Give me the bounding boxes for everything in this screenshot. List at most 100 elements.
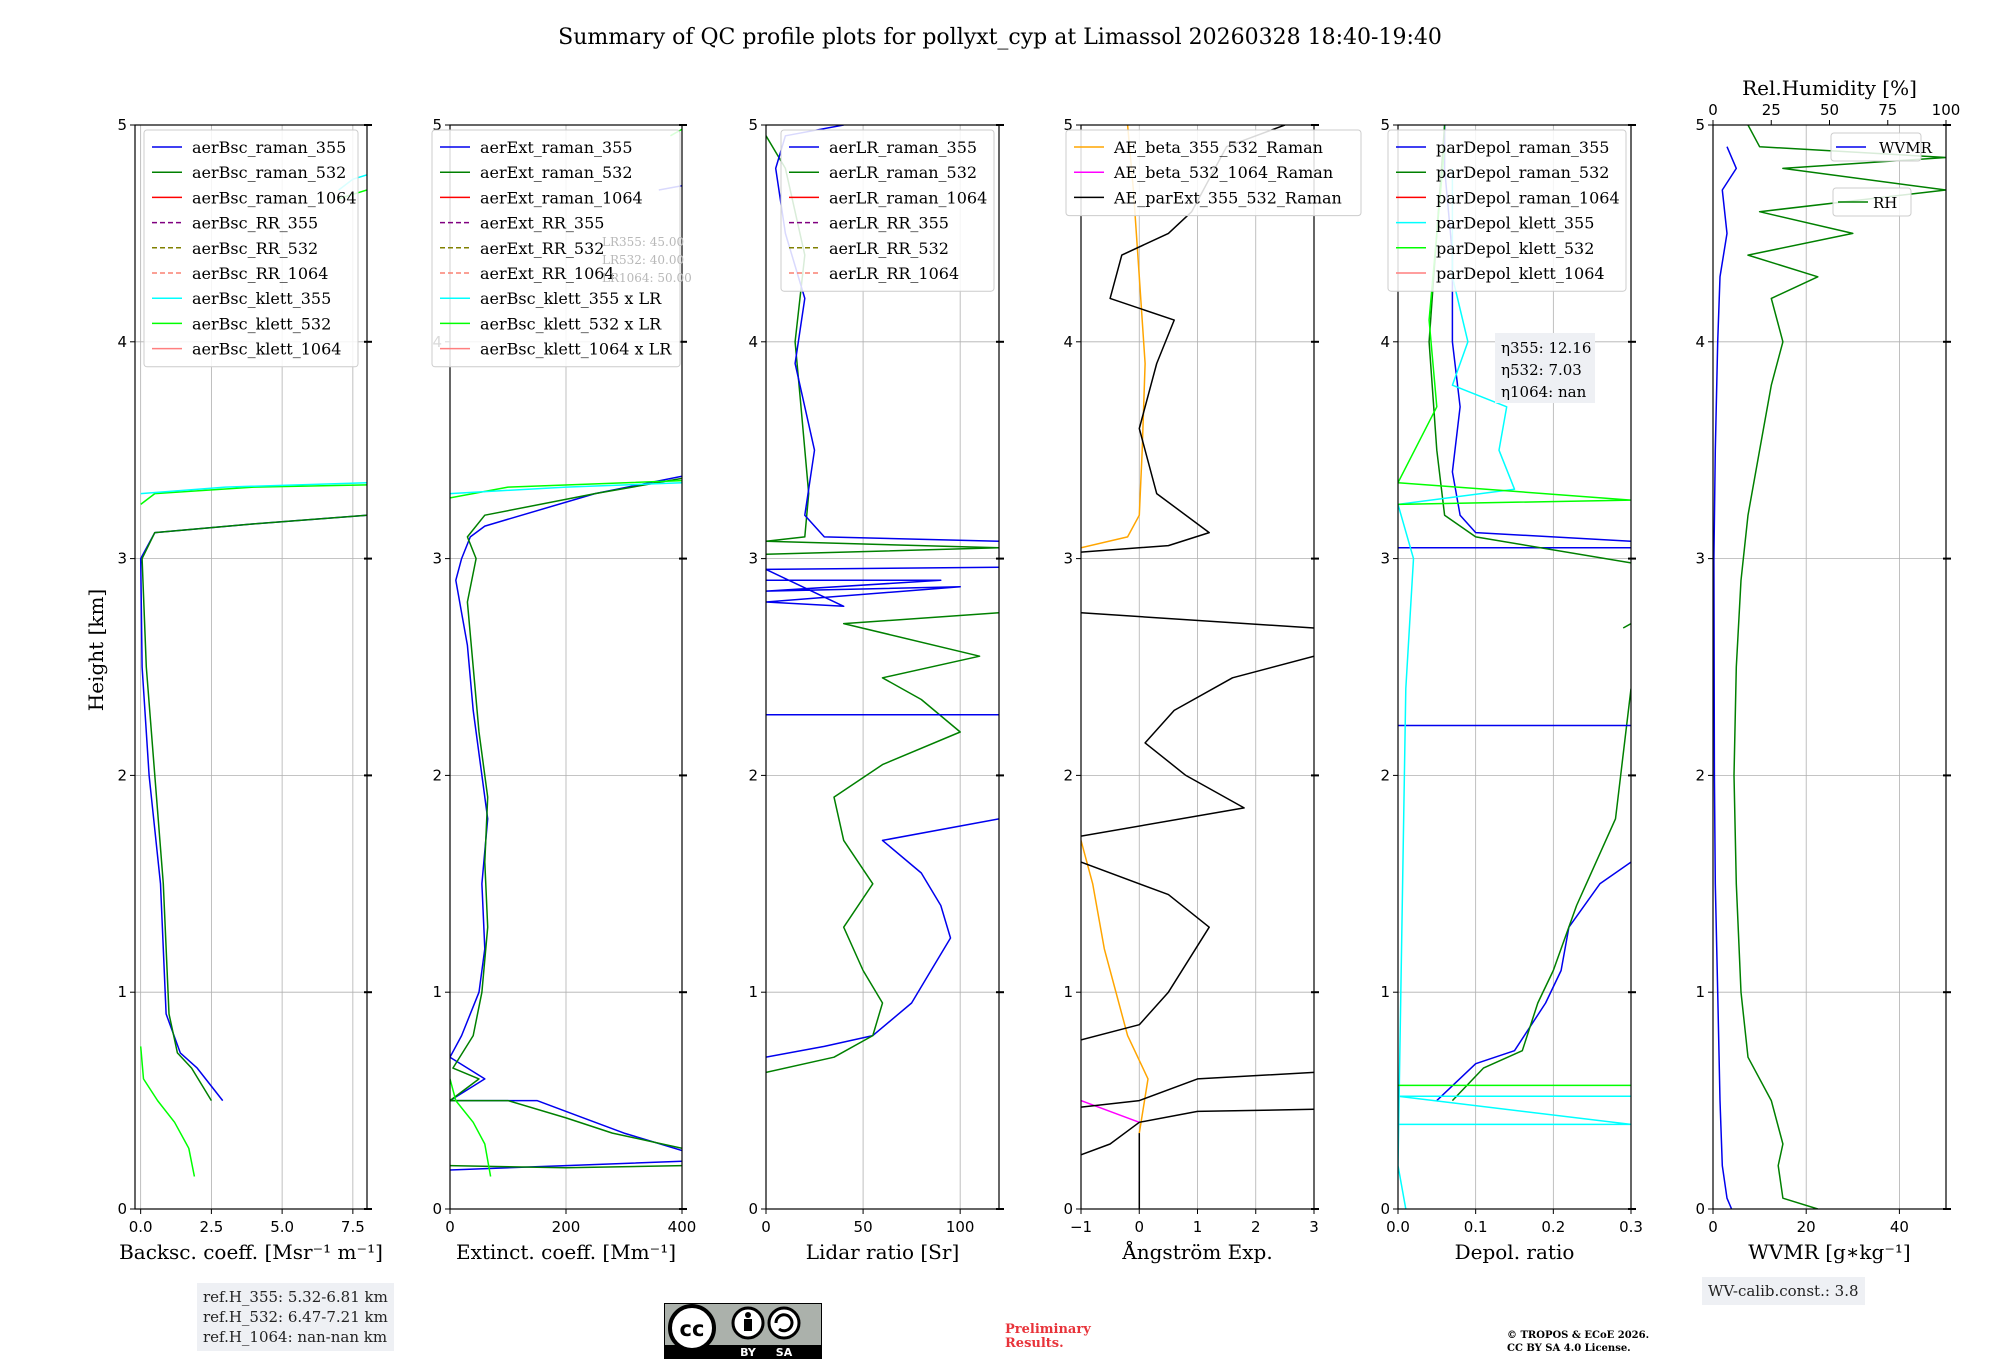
x-axis-label: Lidar ratio [Sr] [806, 1240, 960, 1264]
legend-label: parDepol_klett_532 [1436, 239, 1594, 258]
y-tick-label: 4 [1063, 333, 1073, 351]
y-tick-label: 4 [1695, 333, 1705, 351]
y-tick-label: 0 [117, 1200, 127, 1218]
series-line [766, 818, 999, 1058]
series-line [1081, 861, 1210, 1041]
legend-box [1832, 187, 1912, 217]
legend-label: WVMR [1879, 139, 1933, 157]
axes-frame [765, 124, 1000, 1210]
legend-label: aerLR_raman_1064 [829, 188, 987, 207]
y-tick-label: 5 [432, 116, 442, 134]
legend-label: aerBsc_klett_355 [192, 289, 331, 308]
legend: parDepol_raman_355 parDepol_raman_532 parD… [1387, 129, 1627, 292]
y-tick-label: 1 [748, 983, 758, 1001]
y-tick-label: 3 [432, 550, 442, 568]
reference-heights-box: ref.H_355: 5.32-6.81 km ref.H_532: 6.47-7… [197, 1283, 394, 1351]
y-tick-label: 5 [117, 116, 127, 134]
series-line [1733, 125, 1946, 1209]
series-line [1081, 1108, 1314, 1156]
x-tick-label: 0.0 [1386, 1218, 1410, 1236]
cc-badge-sa-text: SA [776, 1346, 793, 1359]
y-tick-label: 3 [1380, 550, 1390, 568]
y-tick-label: 2 [1063, 766, 1073, 784]
y-tick-label: 2 [1380, 766, 1390, 784]
subplot-wv: 0 20 40 0 1 2 3 4 5 WVMR [g∗kg⁻¹] 0 25 50 75 100 Rel.Hu… [1695, 76, 1960, 1264]
x-tick-label: 0.2 [1541, 1218, 1565, 1236]
x-tick-label: 400 [668, 1218, 697, 1236]
y-tick-label: 5 [1380, 116, 1390, 134]
y-tick-label: 2 [117, 766, 127, 784]
x-tick-label: 0 [1134, 1218, 1144, 1236]
legend-box [1387, 129, 1627, 292]
subplot-panels: 0.0 2.5 5.0 7.5 0 1 2 3 4 5 Backsc. coeff. [Msr⁻¹ … [117, 76, 1960, 1264]
preliminary-line-1: Preliminary [1005, 1322, 1091, 1337]
legend-label: aerLR_raman_355 [829, 138, 977, 157]
y-axis-label: Height [km] [84, 589, 108, 711]
legend-box [780, 129, 995, 292]
x-tick-label: 7.5 [341, 1218, 365, 1236]
legend-label: aerLR_RR_355 [829, 214, 949, 233]
series-line [1436, 861, 1631, 1102]
legend-label: aerBsc_RR_1064 [192, 264, 328, 283]
copyright-line-2: CC BY SA 4.0 License. [1507, 1343, 1631, 1354]
wv-calib-constant: WV-calib.const.: 3.8 [1708, 1282, 1859, 1300]
legend-label: aerBsc_raman_1064 [192, 188, 357, 207]
legend-label: RH [1873, 194, 1897, 212]
y-tick-label: 2 [1695, 766, 1705, 784]
series-line [1081, 655, 1314, 837]
legend-label: aerBsc_RR_532 [192, 239, 318, 258]
x-tick-label: 2.5 [199, 1218, 223, 1236]
subplot-bsc: 0.0 2.5 5.0 7.5 0 1 2 3 4 5 Backsc. coeff. [Msr⁻¹ … [117, 116, 382, 1264]
x-tick-label: 0 [761, 1218, 771, 1236]
legend-label: AE_beta_355_532_Raman [1113, 138, 1323, 157]
series-group [450, 128, 682, 1177]
x-axis-label: WVMR [g∗kg⁻¹] [1748, 1240, 1910, 1264]
legend: aerExt_raman_355 aerExt_raman_532 aerExt_r… [431, 129, 681, 368]
series-line [1081, 1071, 1314, 1108]
legend: aerBsc_raman_355 aerBsc_raman_532 aerBsc_r… [143, 129, 359, 368]
top-x-tick-label: 0 [1708, 101, 1718, 119]
x-axis-label: Ångström Exp. [1121, 1239, 1272, 1264]
series-line [141, 514, 367, 1101]
top-x-tick-label: 100 [1932, 101, 1961, 119]
series-line [140, 484, 367, 505]
series-group [1398, 125, 1631, 1209]
ref-height-532: ref.H_532: 6.47-7.21 km [203, 1308, 388, 1326]
top-x-tick-label: 50 [1820, 101, 1839, 119]
legend-label: aerLR_raman_532 [829, 163, 977, 182]
series-group [1713, 125, 1946, 1209]
y-tick-label: 1 [432, 983, 442, 1001]
legend-box [431, 129, 681, 368]
legend: AE_beta_355_532_Raman AE_beta_532_1064_Ra… [1065, 129, 1362, 217]
y-tick-label: 3 [117, 550, 127, 568]
cc-icon [668, 1304, 716, 1352]
legend-label: aerBsc_klett_355 x LR [480, 289, 662, 308]
x-tick-label: 5.0 [270, 1218, 294, 1236]
y-tick-label: 4 [748, 333, 758, 351]
y-tick-label: 1 [1380, 983, 1390, 1001]
preliminary-line-2: Results. [1005, 1336, 1064, 1351]
ref-height-355: ref.H_355: 5.32-6.81 km [203, 1288, 388, 1306]
legend-label: aerBsc_klett_532 [192, 314, 331, 333]
legend-label: aerBsc_klett_1064 [192, 340, 341, 359]
x-tick-label: 0.1 [1464, 1218, 1488, 1236]
series-line [139, 1046, 196, 1177]
x-axis-label: Backsc. coeff. [Msr⁻¹ m⁻¹] [119, 1240, 383, 1264]
legend-label: aerBsc_klett_532 x LR [480, 314, 662, 333]
legend-label: parDepol_raman_355 [1436, 138, 1609, 157]
series-line [140, 481, 367, 495]
legend-label: parDepol_klett_355 [1436, 214, 1594, 233]
series-line [450, 477, 682, 1150]
y-tick-label: 0 [1380, 1200, 1390, 1218]
legend-label: aerLR_RR_532 [829, 239, 949, 258]
subplot-ext: 0200400012345Extinct. coeff. [Mm⁻¹]aerEx… [431, 116, 697, 1264]
series-line [450, 481, 682, 495]
cc-icon-glyph: cc [680, 1317, 705, 1341]
legend-label: aerExt_raman_1064 [480, 188, 643, 207]
x-tick-label: 0 [445, 1218, 455, 1236]
legend-box [1830, 132, 1922, 162]
legend-label: aerExt_RR_355 [480, 214, 604, 233]
x-tick-label: 2 [1251, 1218, 1261, 1236]
